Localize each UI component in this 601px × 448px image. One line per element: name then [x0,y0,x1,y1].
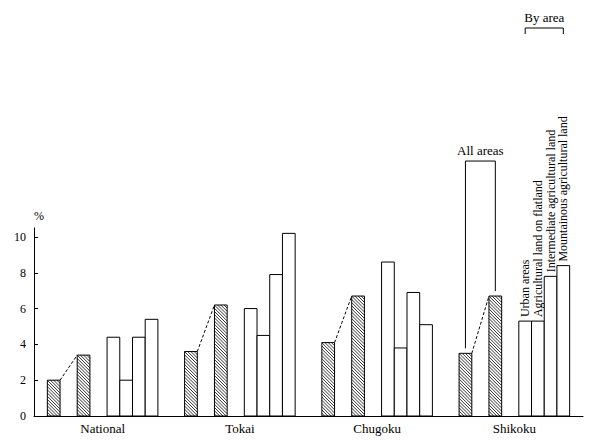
svg-text:Mountainous agricultural land: Mountainous agricultural land [556,116,570,261]
svg-text:2: 2 [20,373,26,387]
svg-text:Agricultural land on flatland: Agricultural land on flatland [530,180,545,318]
svg-text:8: 8 [20,266,26,280]
svg-text:Shikoku: Shikoku [493,421,537,436]
svg-text:National: National [80,421,125,436]
svg-text:All areas: All areas [457,143,504,158]
svg-text:10: 10 [14,230,26,244]
svg-text:%: % [34,209,44,223]
svg-text:Tokai: Tokai [225,421,255,436]
svg-text:Chugoku: Chugoku [353,421,401,436]
svg-text:6: 6 [20,302,26,316]
svg-text:Intermediate agricultural land: Intermediate agricultural land [543,129,558,273]
svg-text:0: 0 [20,409,26,423]
svg-text:By area: By area [524,10,564,25]
svg-text:4: 4 [20,337,26,351]
svg-text:Urban areas: Urban areas [518,259,533,318]
